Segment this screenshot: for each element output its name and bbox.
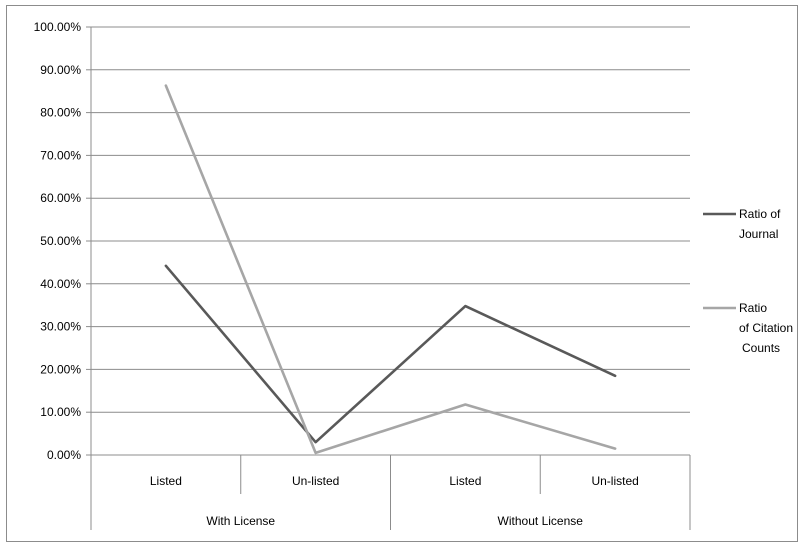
y-axis: 0.00% 10.00% 20.00% 30.00% 40.00% 50.00% 60.00… [34,20,92,530]
y-tick-label: 80.00% [40,106,81,120]
y-tick-label: 0.00% [47,448,81,462]
series-line-2 [164,84,617,455]
y-tick-label: 40.00% [40,277,81,291]
gridlines [91,26,690,456]
y-tick-label: 50.00% [40,234,81,248]
x-tick-label: Listed [150,474,182,488]
legend-label-2: Ratio of Citation Counts [739,301,793,355]
chart-frame [6,5,798,542]
y-tick-label: 10.00% [40,405,81,419]
x-tick-label: Listed [449,474,481,488]
y-tick-label: 90.00% [40,63,81,77]
series-line-1 [164,264,617,444]
x-group-label: Without License [498,514,584,528]
legend: Ratio of Journal Ratio of Citation Counts [703,207,793,355]
y-tick-label: 30.00% [40,320,81,334]
legend-label-line: Ratio of [739,207,781,221]
legend-label-line: Journal [739,227,778,241]
series-layer [164,84,617,455]
x-tick-label: Un-listed [591,474,638,488]
y-tick-label: 100.00% [34,20,82,34]
legend-label-1: Ratio of Journal [739,207,781,241]
x-group-label: With License [206,514,275,528]
legend-label-line: of Citation [739,321,793,335]
y-tick-label: 60.00% [40,191,81,205]
x-axis: Listed Un-listed Listed Un-listed With Licen… [150,455,691,530]
legend-label-line: Counts [742,341,780,355]
y-tick-label: 20.00% [40,362,81,376]
y-tick-label: 70.00% [40,148,81,162]
x-tick-label: Un-listed [292,474,339,488]
legend-label-line: Ratio [739,301,767,315]
